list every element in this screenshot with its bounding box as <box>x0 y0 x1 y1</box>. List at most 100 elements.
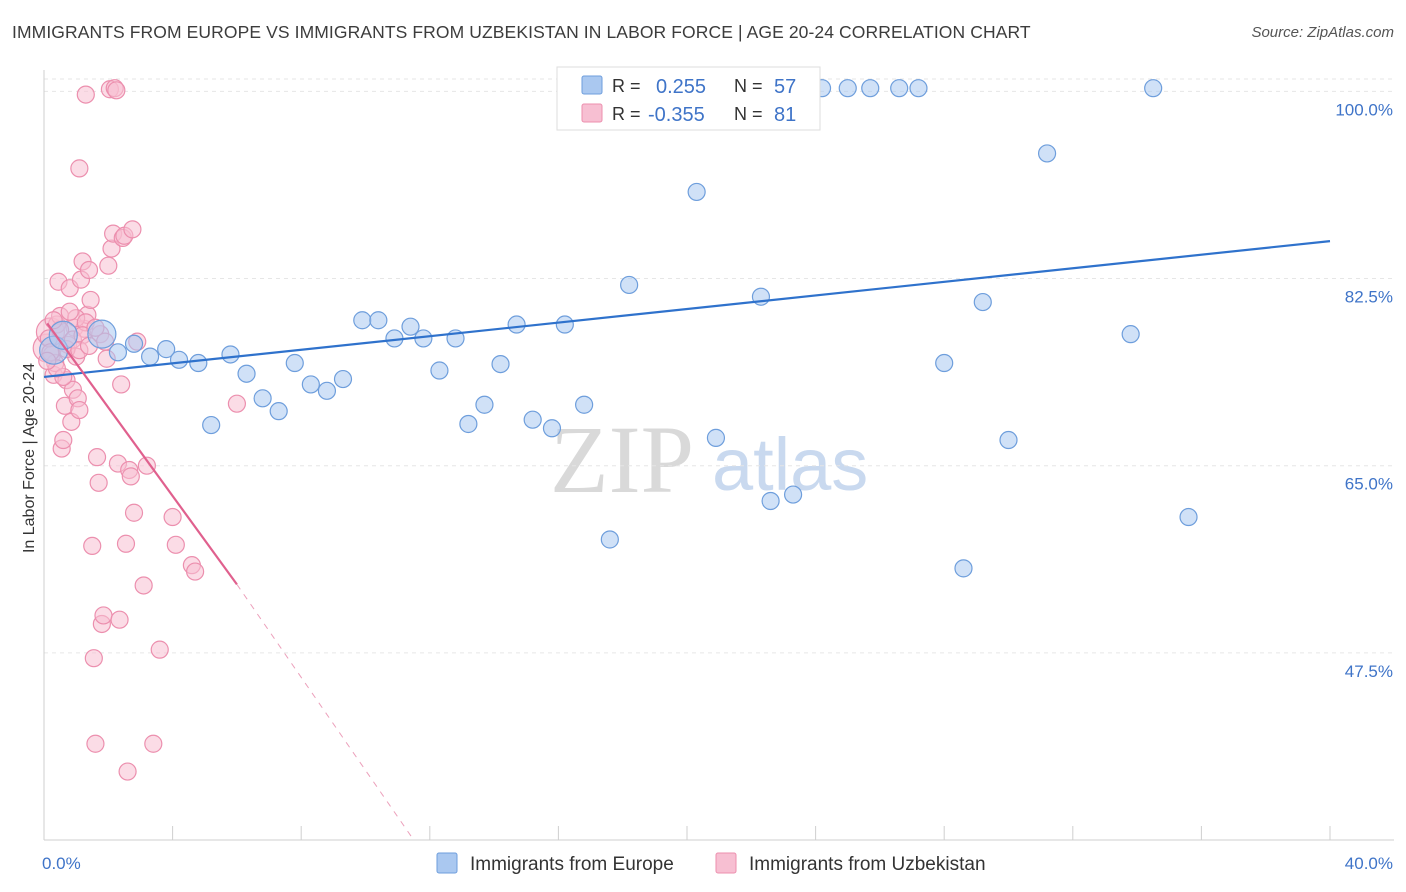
europe-point <box>1121 325 1140 344</box>
x-tick-label: 0.0% <box>42 854 81 873</box>
europe-point <box>999 430 1018 450</box>
uzbekistan-point <box>70 159 89 178</box>
chart-title: IMMIGRANTS FROM EUROPE VS IMMIGRANTS FRO… <box>12 22 1031 42</box>
europe-point <box>401 317 420 336</box>
europe-n-label: N = <box>734 76 763 96</box>
europe-point <box>600 530 619 549</box>
watermark-zip: ZIP <box>550 406 694 513</box>
europe-r-label: R = <box>612 76 641 96</box>
europe-point <box>706 428 726 447</box>
uzbekistan-point <box>124 503 144 522</box>
uzbekistan-point <box>163 507 182 527</box>
europe-n-value: 57 <box>774 76 796 98</box>
europe-point <box>890 79 909 98</box>
europe-point <box>140 347 160 366</box>
europe-point <box>761 491 780 511</box>
uzbekistan-point <box>60 302 79 321</box>
europe-point <box>909 79 928 98</box>
europe-point <box>1144 79 1163 98</box>
x-tick-labels: 0.0% 40.0% <box>42 854 1393 873</box>
europe-swatch <box>581 75 603 95</box>
uzbekistan-n-label: N = <box>734 104 763 124</box>
europe-point <box>475 395 494 414</box>
europe-point <box>169 350 189 369</box>
europe-point <box>687 182 706 202</box>
uzbekistan-point <box>166 535 185 554</box>
europe-point <box>1037 144 1057 163</box>
y-tick-label: 47.5% <box>1345 662 1393 681</box>
europe-point <box>353 311 372 330</box>
europe-point <box>838 79 857 98</box>
europe-point <box>491 354 510 374</box>
legend-uzbekistan-label: Immigrants from Uzbekistan <box>749 854 986 875</box>
y-tick-labels: 47.5% 65.0% 82.5% 100.0% <box>1335 100 1393 680</box>
europe-point <box>523 410 542 429</box>
uzbekistan-n-value: 81 <box>774 104 796 126</box>
europe-point <box>301 375 320 394</box>
uzbekistan-point <box>112 375 131 394</box>
legend-europe-swatch <box>436 852 458 874</box>
legend-europe-label: Immigrants from Europe <box>470 854 674 875</box>
europe-point <box>954 559 973 578</box>
trend-lines <box>43 240 1331 841</box>
source-credit: Source: ZipAtlas.com <box>1251 24 1394 41</box>
europe-point <box>542 419 562 438</box>
uzbekistan-point <box>81 290 100 310</box>
europe-point <box>333 369 353 389</box>
europe-point <box>221 345 240 364</box>
uzbekistan-point <box>137 456 156 475</box>
europe-point <box>1179 507 1198 527</box>
europe-point <box>87 319 117 349</box>
europe-r-value: 0.255 <box>656 76 706 98</box>
uzbekistan-point <box>150 640 169 659</box>
uzbekistan-point <box>116 534 136 553</box>
uzbekistan-point <box>83 536 102 556</box>
series-legend: Immigrants from Europe Immigrants from U… <box>436 852 986 875</box>
europe-point <box>783 485 803 504</box>
europe-point <box>237 364 256 383</box>
legend-uzbekistan-swatch <box>715 852 737 874</box>
axes <box>43 70 1394 841</box>
uzbekistan-point <box>94 606 113 625</box>
europe-point <box>317 381 337 400</box>
x-tick-label: 40.0% <box>1345 854 1393 873</box>
europe-trend-line <box>43 240 1331 379</box>
uzbekistan-point <box>89 473 108 492</box>
uzbekistan-point <box>79 260 99 280</box>
y-axis-label: In Labor Force | Age 20-24 <box>21 363 38 553</box>
europe-point <box>269 402 288 421</box>
europe-point <box>108 343 128 362</box>
uzbekistan-point <box>134 576 153 595</box>
y-tick-label: 65.0% <box>1345 475 1393 494</box>
europe-point <box>48 320 78 350</box>
uzbekistan-point <box>76 85 95 104</box>
uzbekistan-point <box>70 400 89 420</box>
europe-point <box>124 334 144 353</box>
europe-point <box>253 389 272 408</box>
uzbekistan-point <box>110 610 129 629</box>
uzbekistan-point <box>227 394 246 413</box>
europe-point <box>202 415 221 435</box>
europe-point <box>459 414 478 434</box>
europe-point <box>935 353 954 373</box>
europe-point <box>157 340 176 359</box>
uzbekistan-trend-extension <box>236 584 415 841</box>
uzbekistan-point <box>99 256 118 275</box>
y-tick-label: 82.5% <box>1345 288 1393 307</box>
europe-point <box>555 315 574 334</box>
europe-point <box>861 79 880 98</box>
uzbekistan-point <box>186 562 205 581</box>
uzbekistan-point <box>84 649 103 668</box>
uzbekistan-trend-line <box>46 322 238 586</box>
europe-point <box>285 353 304 373</box>
y-tick-label: 100.0% <box>1335 100 1393 119</box>
uzbekistan-point <box>123 220 142 239</box>
uzbekistan-point <box>121 467 140 486</box>
europe-point <box>507 315 526 334</box>
europe-point <box>369 311 388 330</box>
europe-point <box>575 395 594 414</box>
stats-legend: R = 0.255 N = 57 R = -0.355 N = 81 <box>556 66 821 131</box>
uzbekistan-point <box>144 734 163 753</box>
uzbekistan-point <box>54 430 73 450</box>
